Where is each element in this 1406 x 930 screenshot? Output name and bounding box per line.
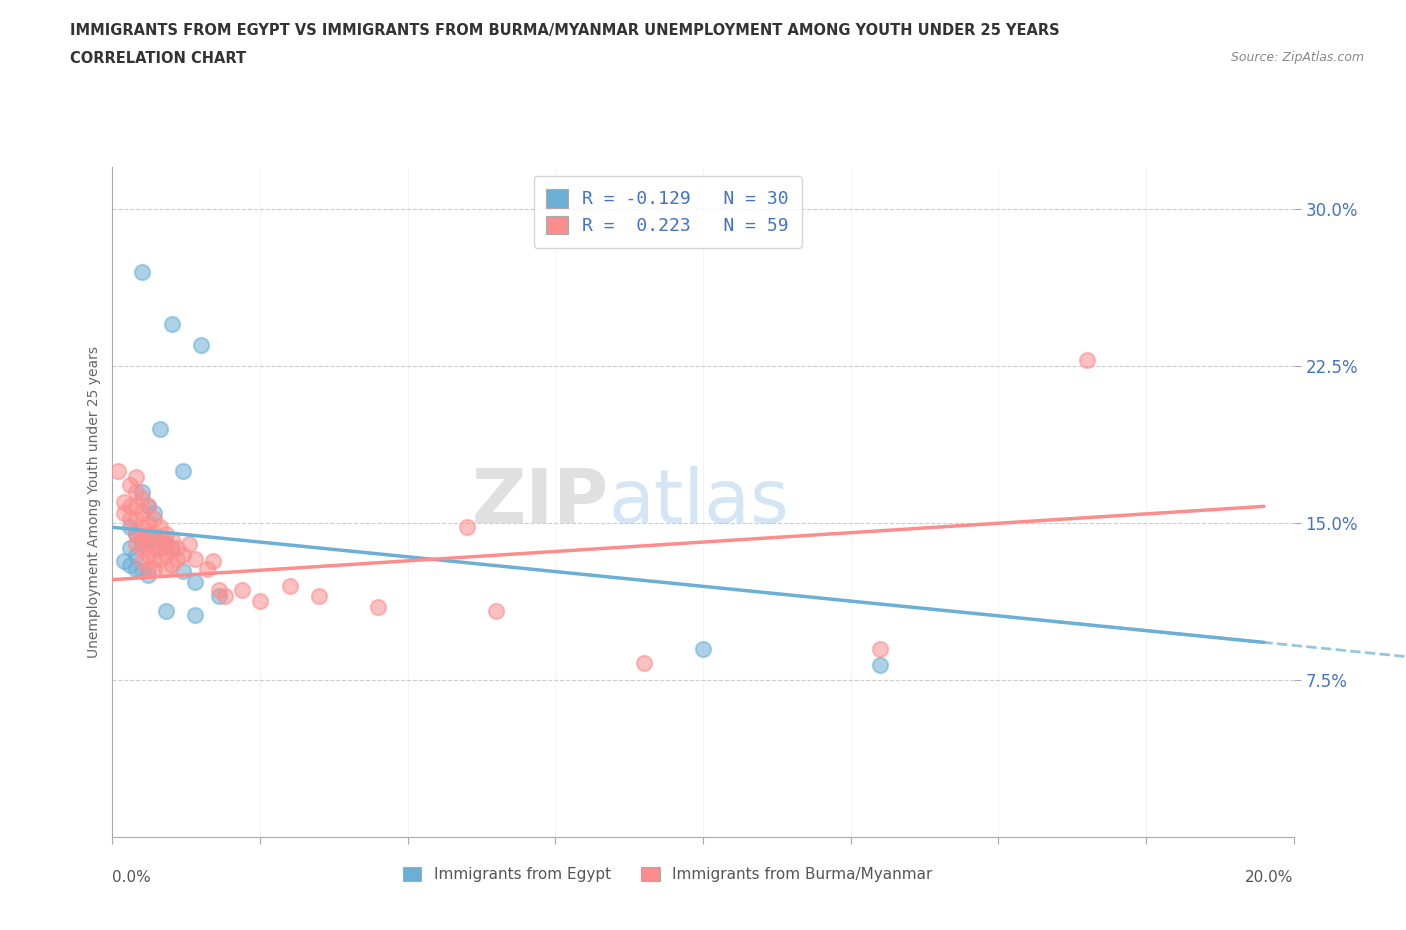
Point — [131, 537, 153, 551]
Point — [136, 499, 159, 514]
Point — [112, 495, 135, 510]
Point — [125, 485, 148, 499]
Point — [131, 541, 153, 556]
Point — [149, 541, 172, 556]
Point — [184, 575, 207, 590]
Legend: Immigrants from Egypt, Immigrants from Burma/Myanmar: Immigrants from Egypt, Immigrants from B… — [395, 859, 939, 890]
Point — [149, 520, 172, 535]
Point — [208, 582, 231, 598]
Point — [131, 530, 153, 545]
Point — [166, 551, 188, 566]
Point — [179, 537, 201, 551]
Point — [142, 551, 165, 566]
Point — [190, 338, 212, 352]
Point — [155, 537, 177, 551]
Text: ZIP: ZIP — [471, 466, 609, 538]
Text: IMMIGRANTS FROM EGYPT VS IMMIGRANTS FROM BURMA/MYANMAR UNEMPLOYMENT AMONG YOUTH : IMMIGRANTS FROM EGYPT VS IMMIGRANTS FROM… — [70, 23, 1060, 38]
Point — [160, 317, 183, 332]
Point — [214, 589, 236, 604]
Point — [112, 553, 135, 568]
Point — [249, 593, 271, 608]
Point — [136, 530, 159, 545]
Y-axis label: Unemployment Among Youth under 25 years: Unemployment Among Youth under 25 years — [87, 346, 101, 658]
Point — [131, 553, 153, 568]
Point — [120, 520, 142, 535]
Point — [278, 578, 301, 593]
Point — [172, 564, 194, 578]
Point — [125, 547, 148, 562]
Text: 20.0%: 20.0% — [1246, 870, 1294, 884]
Point — [692, 642, 714, 657]
Point — [308, 589, 330, 604]
Point — [125, 526, 148, 541]
Point — [149, 532, 172, 547]
Text: 0.0%: 0.0% — [112, 870, 152, 884]
Point — [136, 547, 159, 562]
Text: atlas: atlas — [609, 466, 790, 538]
Point — [142, 562, 165, 577]
Point — [120, 512, 142, 526]
Point — [485, 604, 508, 618]
Point — [456, 520, 478, 535]
Point — [160, 541, 183, 556]
Point — [172, 547, 194, 562]
Point — [136, 526, 159, 541]
Point — [131, 491, 153, 506]
Point — [131, 485, 153, 499]
Point — [195, 562, 218, 577]
Point — [125, 537, 148, 551]
Point — [172, 463, 194, 478]
Point — [107, 463, 129, 478]
Point — [131, 564, 153, 578]
Point — [201, 553, 224, 568]
Point — [869, 658, 891, 673]
Point — [184, 551, 207, 566]
Point — [155, 604, 177, 618]
Point — [136, 537, 159, 551]
Point — [120, 499, 142, 514]
Point — [155, 562, 177, 577]
Point — [160, 558, 183, 573]
Point — [120, 478, 142, 493]
Point — [869, 642, 891, 657]
Point — [136, 568, 159, 583]
Point — [120, 558, 142, 573]
Point — [155, 526, 177, 541]
Point — [1076, 352, 1098, 367]
Point — [367, 600, 389, 615]
Point — [166, 541, 188, 556]
Point — [112, 505, 135, 520]
Point — [125, 499, 148, 514]
Point — [136, 562, 159, 577]
Text: CORRELATION CHART: CORRELATION CHART — [70, 51, 246, 66]
Point — [125, 526, 148, 541]
Point — [131, 265, 153, 280]
Point — [155, 537, 177, 551]
Point — [136, 499, 159, 514]
Point — [149, 541, 172, 556]
Point — [131, 505, 153, 520]
Point — [142, 512, 165, 526]
Point — [142, 526, 165, 541]
Point — [142, 505, 165, 520]
Point — [208, 589, 231, 604]
Point — [120, 541, 142, 556]
Text: Source: ZipAtlas.com: Source: ZipAtlas.com — [1230, 51, 1364, 64]
Point — [125, 562, 148, 577]
Point — [184, 608, 207, 623]
Point — [149, 551, 172, 566]
Point — [160, 532, 183, 547]
Point — [136, 516, 159, 531]
Point — [633, 656, 655, 671]
Point — [142, 541, 165, 556]
Point — [131, 520, 153, 535]
Point — [149, 421, 172, 436]
Point — [125, 470, 148, 485]
Point — [155, 547, 177, 562]
Point — [142, 532, 165, 547]
Point — [231, 582, 253, 598]
Point — [125, 512, 148, 526]
Point — [160, 543, 183, 558]
